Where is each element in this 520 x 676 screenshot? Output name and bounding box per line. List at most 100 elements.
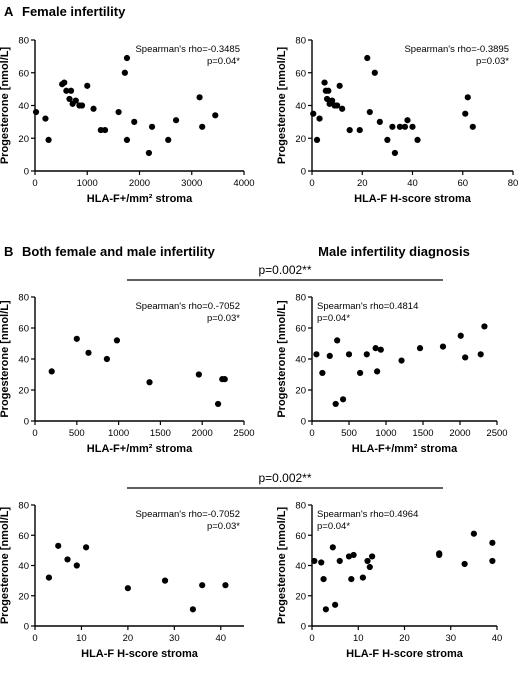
chart-2-data-point xyxy=(214,400,222,408)
section-a-title: Female infertility xyxy=(22,4,126,19)
chart-1-data-point xyxy=(329,97,336,104)
chart-0-x-tick-label: 3000 xyxy=(181,178,202,189)
chart-0-x-axis-title: HLA-F+/mm² stroma xyxy=(87,193,193,205)
chart-5-y-tick-label: 40 xyxy=(295,561,306,572)
chart-5-data-point xyxy=(329,544,336,551)
chart-3-data-point xyxy=(481,323,488,330)
chart-4-data-point xyxy=(55,542,62,549)
chart-1-data-point xyxy=(346,126,353,134)
chart-1-y-tick-label: 0 xyxy=(301,167,306,178)
chart-3-stat-annotation: p=0.04* xyxy=(317,313,350,324)
chart-5-data-point xyxy=(320,576,327,583)
chart-0-x-tick-label: 1000 xyxy=(77,178,98,189)
chart-3-x-tick-label: 500 xyxy=(341,428,357,439)
chart-3-data-point xyxy=(439,343,447,350)
chart-3-x-tick-label: 1000 xyxy=(375,428,396,439)
chart-0-data-point xyxy=(121,69,128,76)
chart-5-x-tick-label: 0 xyxy=(309,633,314,644)
chart-2-y-tick-label: 40 xyxy=(18,355,29,366)
chart-4-x-tick-label: 0 xyxy=(32,633,37,644)
chart-2-data-point xyxy=(48,368,55,375)
chart-0-data-point xyxy=(101,126,109,134)
chart-3-x-tick-label: 2000 xyxy=(449,428,470,439)
chart-3-data-point xyxy=(372,345,379,352)
chart-5-x-tick-label: 40 xyxy=(492,633,503,644)
chart-2-x-tick-label: 500 xyxy=(69,428,85,439)
chart-3-x-tick-label: 2500 xyxy=(486,428,507,439)
chart-1-data-point xyxy=(464,94,471,101)
chart-1-data-point xyxy=(356,126,363,134)
chart-1-data-point xyxy=(323,95,331,103)
chart-2-x-tick-label: 1500 xyxy=(150,428,171,439)
chart-1-x-tick-label: 0 xyxy=(309,178,314,189)
chart-5-data-point xyxy=(336,557,343,565)
chart-1-data-point xyxy=(364,54,371,62)
chart-2-data-point xyxy=(85,349,92,356)
chart-3-stat-annotation: Spearman's rho=0.4814 xyxy=(317,301,418,312)
chart-4-x-tick-label: 40 xyxy=(215,633,226,644)
chart-1-x-tick-label: 40 xyxy=(407,178,418,189)
chart-1-data-point xyxy=(313,136,321,143)
chart-5-x-tick-label: 30 xyxy=(445,633,456,644)
chart-1-data-point xyxy=(321,79,328,86)
chart-3-data-point xyxy=(339,396,347,403)
chart-5-y-tick-label: 20 xyxy=(295,591,306,602)
chart-3-data-point xyxy=(363,351,370,358)
section-b-title: Both female and male infertility xyxy=(22,244,216,259)
chart-5-data-point xyxy=(369,553,376,560)
chart-2-data-point xyxy=(146,379,153,386)
chart-3-x-axis-title: HLA-F+/mm² stroma xyxy=(352,443,458,455)
chart-4-data-point xyxy=(161,577,169,584)
chart-5-data-point xyxy=(350,551,357,559)
chart-1-data-point xyxy=(389,123,396,130)
chart-2-y-axis-title: Progesterone [nmol/L] xyxy=(0,300,11,418)
chart-2-x-axis-title: HLA-F+/mm² stroma xyxy=(87,443,193,455)
chart-1-data-point xyxy=(316,115,323,122)
chart-1-data-point xyxy=(462,110,469,117)
chart-5-data-point xyxy=(364,557,371,565)
chart-1-data-point xyxy=(409,123,416,130)
chart-3-data-point xyxy=(357,369,364,377)
chart-5-y-tick-label: 0 xyxy=(301,622,306,633)
chart-0-y-tick-label: 40 xyxy=(18,101,29,112)
chart-0-data-point xyxy=(66,95,73,103)
chart-2-stat-annotation: Spearman's rho=0.-7052 xyxy=(135,301,240,312)
chart-5-y-tick-label: 80 xyxy=(295,501,306,512)
chart-0-data-point xyxy=(67,87,75,94)
chart-4-y-tick-label: 40 xyxy=(18,561,29,572)
chart-1-x-tick-label: 60 xyxy=(457,178,468,189)
chart-1-data-point xyxy=(376,118,383,125)
chart-1-data-point xyxy=(325,87,332,94)
chart-3-y-axis-title: Progesterone [nmol/L] xyxy=(276,300,288,418)
chart-3-y-tick-label: 60 xyxy=(295,324,306,335)
chart-0-data-point xyxy=(212,112,219,119)
chart-0-y-axis-title: Progesterone [nmol/L] xyxy=(0,46,11,164)
scatter-panel-male-density: 0 20 40 60 80 0 500 1000 1500 2000 2500 HLA-F+/mm² … xyxy=(276,293,508,456)
chart-0-data-point xyxy=(123,136,131,143)
chart-1-y-tick-label: 60 xyxy=(295,68,306,79)
chart-0-data-point xyxy=(172,117,180,124)
chart-5-data-point xyxy=(332,601,339,608)
chart-3-data-point xyxy=(377,346,384,353)
scatter-panel-female-hscore: 0 20 40 60 80 0 20 40 60 80 HLA-F H-score stroma Pr… xyxy=(276,36,518,206)
chart-3-x-tick-label: 1500 xyxy=(412,428,433,439)
chart-5-data-point xyxy=(318,559,325,566)
chart-2-data-point xyxy=(221,376,228,383)
chart-5-data-point xyxy=(470,530,477,537)
chart-4-data-point xyxy=(199,582,206,589)
chart-3-data-point xyxy=(398,357,405,364)
chart-3-x-tick-label: 0 xyxy=(309,428,314,439)
scatter-panel-female-density: 0 20 40 60 80 0 1000 2000 3000 4000 HLA-F+/mm² str… xyxy=(0,36,255,206)
chart-1-data-point xyxy=(401,123,409,130)
chart-2-x-tick-label: 0 xyxy=(32,428,37,439)
chart-1-stat-annotation: Spearman's rho=-0.3895 xyxy=(404,44,509,55)
chart-0-stat-annotation: Spearman's rho=-0.3485 xyxy=(135,44,240,55)
chart-5-x-tick-label: 20 xyxy=(399,633,410,644)
chart-1-data-point xyxy=(384,136,391,143)
chart-4-data-point xyxy=(45,574,53,581)
scatter-panel-both-density: 0 20 40 60 80 0 500 1000 1500 2000 2500 HLA-F+/mm² … xyxy=(0,293,255,456)
chart-5-data-point xyxy=(489,557,496,565)
chart-5-y-tick-label: 60 xyxy=(295,531,306,542)
chart-2-x-tick-label: 2500 xyxy=(233,428,254,439)
chart-0-data-point xyxy=(145,149,153,157)
